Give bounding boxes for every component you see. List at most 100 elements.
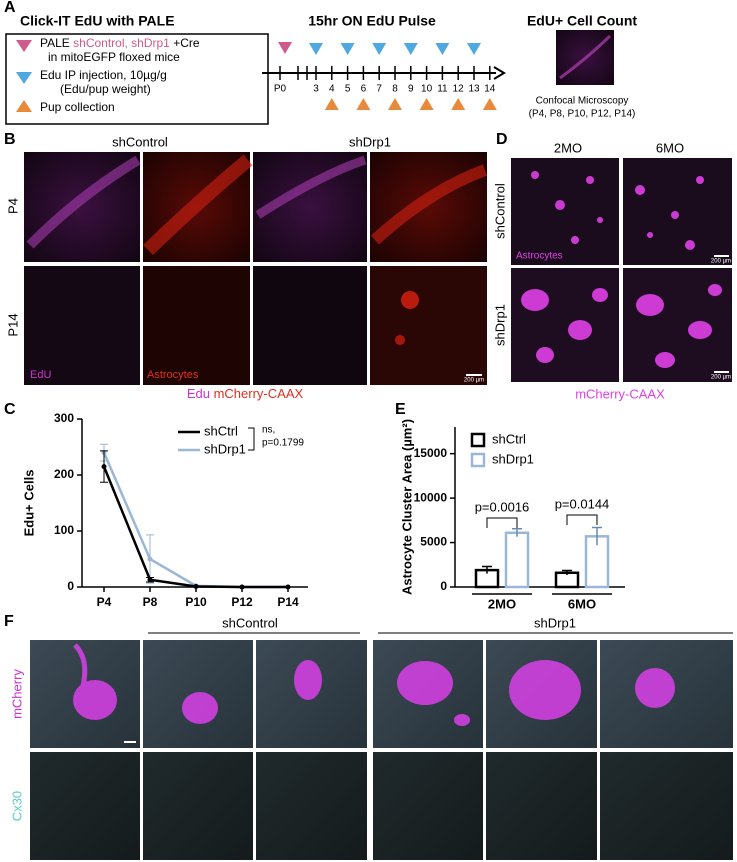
- image: [143, 266, 250, 385]
- row-label: Cx30: [9, 791, 24, 821]
- icon: [403, 43, 418, 55]
- day-label: 6: [361, 84, 367, 95]
- icon: [16, 40, 32, 52]
- image: [253, 266, 367, 385]
- annotation: p=0.1799: [262, 438, 304, 449]
- x-tick-label: P12: [231, 595, 253, 609]
- series-line: [102, 452, 288, 589]
- point: [285, 584, 291, 590]
- scale-label: 200 µm: [711, 259, 731, 265]
- legend-swatch: [470, 432, 486, 448]
- y-axis-label: Astrocyte Cluster Area (µm²): [399, 419, 414, 595]
- legend-swatch: [470, 452, 486, 468]
- bar: [504, 531, 530, 589]
- error-bar: [592, 526, 602, 546]
- count-title: EdU+ Cell Count: [527, 13, 637, 29]
- row-label: mCherry: [9, 669, 24, 719]
- image-detail: [401, 291, 419, 309]
- column-label: 2MO: [554, 140, 582, 155]
- image-detail: [370, 164, 488, 245]
- row-label: shControl: [492, 183, 507, 239]
- day-label: 8: [392, 84, 398, 95]
- y-tick-label: 300: [54, 411, 74, 425]
- stain-label: EdU: [30, 369, 51, 381]
- icon: [467, 43, 481, 55]
- point: [147, 556, 153, 562]
- y-axis-label: Edu+ Cells: [21, 470, 36, 537]
- y-tick-label: 15000: [414, 446, 448, 460]
- legend-text: PALE shControl, shDrp1 +Cre: [40, 36, 200, 50]
- day-label: 13: [468, 84, 480, 95]
- icon: [16, 100, 32, 112]
- annotation: p=0.0016: [475, 499, 530, 514]
- x-tick-label: 6MO: [568, 596, 596, 611]
- x-tick-label: P10: [185, 595, 207, 609]
- legend-label: shCtrl: [492, 431, 526, 446]
- timeline-ticks: 3 4 5 6 7 8 9 10 11 12 13 14: [279, 43, 497, 110]
- image: [370, 266, 487, 385]
- caption: Edu mCherry-CAAX: [187, 386, 304, 401]
- image-detail: [26, 155, 141, 249]
- legend-text: in mitoEGFP floxed mice: [48, 50, 180, 64]
- caption: mCherry-CAAX: [575, 386, 665, 401]
- series-line: [102, 466, 288, 589]
- error-bar: [512, 528, 522, 537]
- scale-label: 200 µm: [711, 375, 731, 381]
- point: [239, 584, 245, 590]
- charts: 0 100 200 300 Edu+ Cells P4 P8 P10 P12 P14 shDrp1 s…: [21, 411, 625, 611]
- y-tick-label: 200: [54, 467, 74, 481]
- y-tick-label: 100: [54, 523, 74, 537]
- timeline-title: 15hr ON EdU Pulse: [308, 13, 436, 29]
- column-label: 6MO: [656, 140, 684, 155]
- bracket: [566, 514, 598, 525]
- row-label: shDrp1: [492, 304, 507, 346]
- legend-text: Pup collection: [40, 100, 115, 114]
- point: [147, 577, 153, 583]
- day-label: 14: [484, 84, 496, 95]
- group-label: shControl: [112, 134, 168, 149]
- point: [193, 583, 199, 589]
- y-tick-label: 5000: [420, 535, 447, 549]
- x-tick-label: P14: [277, 595, 299, 609]
- box-title: Click-IT EdU with PALE: [20, 13, 175, 29]
- stain-label: Astrocytes: [147, 369, 199, 381]
- y-tick-label: 0: [67, 579, 74, 593]
- day-label: 10: [421, 84, 433, 95]
- group-label: shControl: [222, 615, 278, 630]
- legend-label: shDrp1: [204, 441, 246, 456]
- image: [511, 268, 619, 382]
- group-label: shDrp1: [349, 134, 391, 149]
- icon: [278, 42, 292, 54]
- image-grid: [30, 640, 733, 860]
- bracket: [248, 427, 255, 451]
- icon: [451, 98, 466, 110]
- x-tick-label: P4: [97, 595, 112, 609]
- image-detail: [143, 154, 253, 256]
- legend-text: Edu IP injection, 10µg/g: [40, 68, 167, 82]
- day-label: 5: [345, 84, 351, 95]
- y-tick-label: 0: [440, 579, 447, 593]
- bracket: [486, 517, 518, 528]
- image-detail: [255, 155, 367, 219]
- image-detail: [559, 34, 612, 80]
- x-tick-label: 2MO: [488, 596, 516, 611]
- panel-letter: B: [4, 131, 16, 148]
- stain-label: Astrocytes: [516, 251, 563, 262]
- panel-letter: E: [395, 401, 406, 418]
- icon: [388, 98, 402, 110]
- image: [370, 152, 487, 262]
- scale-label: 200 µm: [464, 378, 484, 384]
- caption: Confocal Microscopy: [536, 96, 629, 107]
- image: [623, 158, 732, 265]
- icon: [340, 43, 355, 55]
- row-label: P4: [5, 198, 20, 214]
- y-tick-label: 10000: [414, 490, 448, 504]
- icon: [482, 98, 497, 110]
- timeline-label: P0: [274, 84, 287, 95]
- annotation: ns,: [262, 425, 275, 436]
- error-bar: [482, 565, 492, 574]
- day-label: 4: [329, 84, 335, 95]
- panel-letter: D: [496, 131, 508, 148]
- panel-letter: A: [4, 0, 16, 16]
